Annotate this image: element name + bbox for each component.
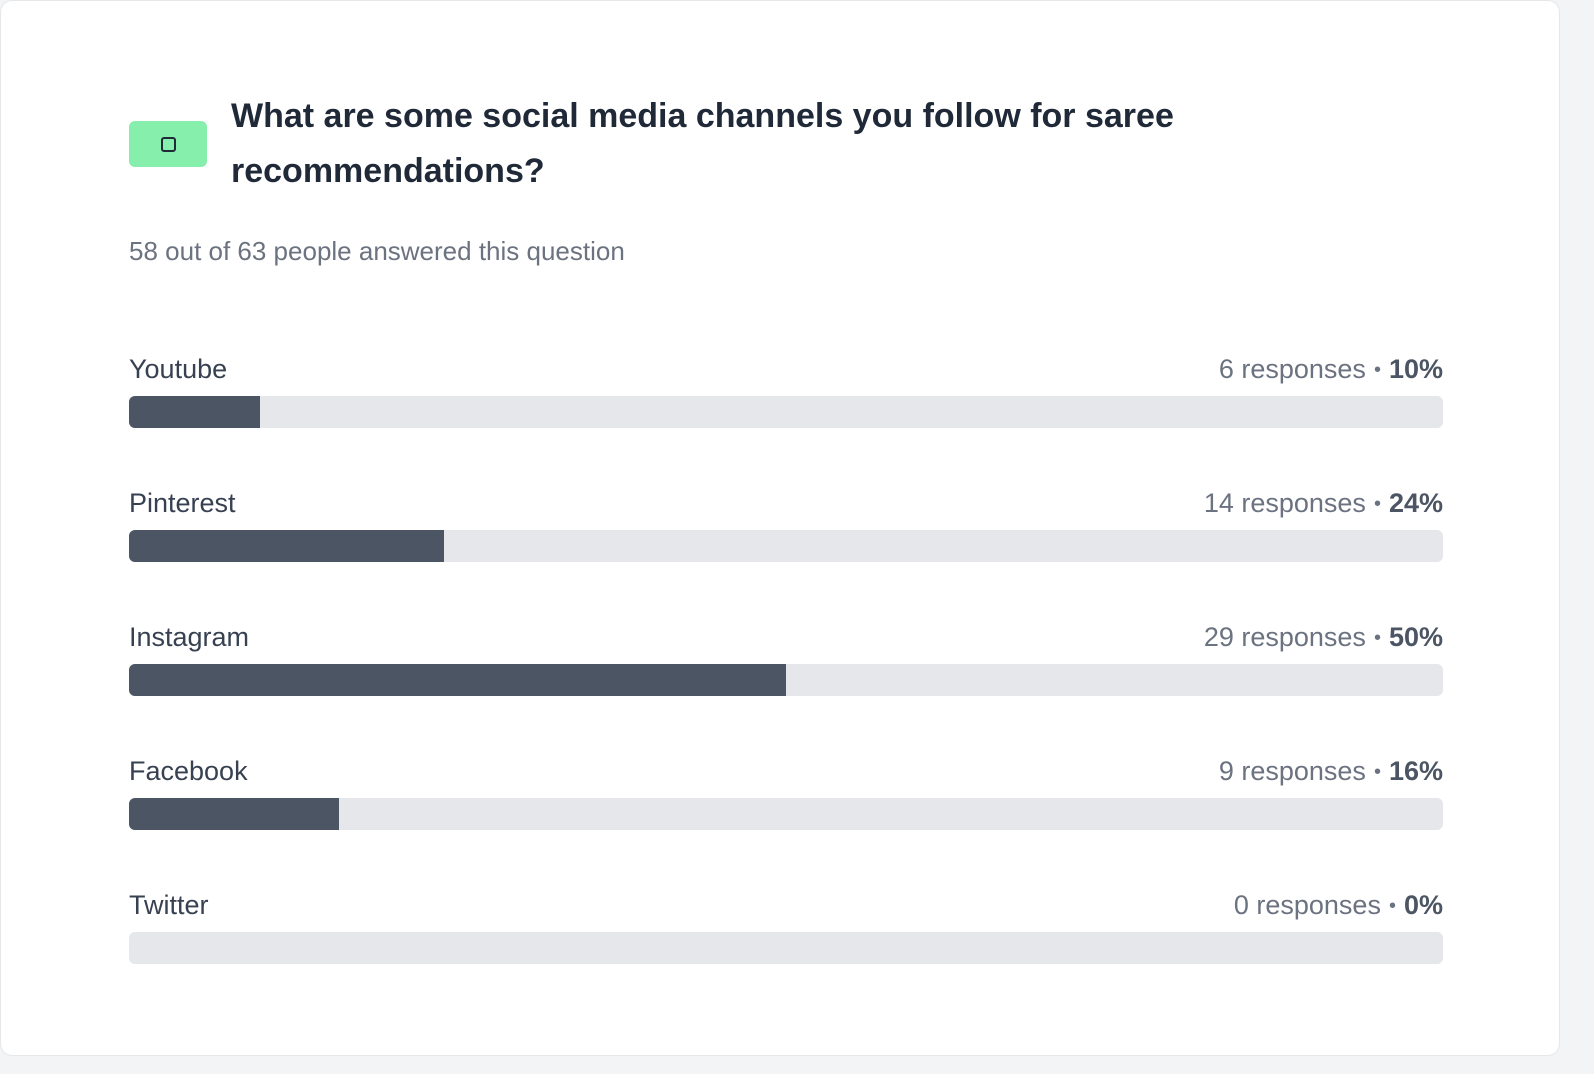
response-count: 0 responses — [1233, 889, 1381, 920]
progress-bar-track — [129, 530, 1443, 562]
option-stats: 14 responses • 24% — [1204, 488, 1443, 519]
option-label: Instagram — [129, 621, 250, 652]
answered-summary: 58 out of 63 people answered this questi… — [129, 236, 625, 266]
progress-bar-fill — [129, 664, 786, 696]
separator-dot: • — [1373, 358, 1381, 381]
response-percent: 16% — [1388, 755, 1443, 786]
response-percent: 50% — [1388, 621, 1443, 652]
progress-bar-fill — [129, 396, 261, 428]
option-stats: 0 responses • 0% — [1234, 890, 1443, 921]
response-percent: 24% — [1388, 487, 1443, 518]
question-type-badge — [129, 121, 207, 167]
response-count: 14 responses — [1203, 487, 1366, 518]
response-count: 9 responses — [1218, 755, 1366, 786]
option-twitter: Twitter 0 responses • 0% — [129, 885, 1443, 1019]
progress-bar-fill — [129, 798, 340, 830]
question-title: What are some social media channels you … — [231, 97, 1174, 190]
separator-dot: • — [1373, 760, 1381, 783]
option-stats: 9 responses • 16% — [1219, 756, 1443, 787]
response-count: 6 responses — [1218, 353, 1366, 384]
separator-dot: • — [1373, 492, 1381, 515]
separator-dot: • — [1373, 626, 1381, 649]
option-instagram: Instagram 29 responses • 50% — [129, 617, 1443, 751]
option-youtube: Youtube 6 responses • 10% — [129, 349, 1443, 483]
progress-bar-track — [129, 798, 1443, 830]
option-label: Pinterest — [129, 487, 236, 518]
option-label: Twitter — [129, 889, 209, 920]
checkbox-icon — [160, 136, 176, 152]
option-label: Facebook — [129, 755, 248, 786]
option-label: Youtube — [129, 353, 228, 384]
response-percent: 0% — [1403, 889, 1443, 920]
option-stats: 29 responses • 50% — [1204, 622, 1443, 653]
separator-dot: • — [1388, 894, 1396, 917]
response-percent: 10% — [1388, 353, 1443, 384]
question-header: What are some social media channels you … — [129, 89, 1309, 199]
options-list: Youtube 6 responses • 10% Pinterest 14 res… — [129, 349, 1443, 1019]
question-results-card: What are some social media channels you … — [0, 0, 1560, 1056]
option-stats: 6 responses • 10% — [1219, 354, 1443, 385]
progress-bar-track — [129, 664, 1443, 696]
option-facebook: Facebook 9 responses • 16% — [129, 751, 1443, 885]
option-pinterest: Pinterest 14 responses • 24% — [129, 483, 1443, 617]
progress-bar-track — [129, 396, 1443, 428]
progress-bar-fill — [129, 530, 445, 562]
response-count: 29 responses — [1203, 621, 1366, 652]
progress-bar-track — [129, 932, 1443, 964]
